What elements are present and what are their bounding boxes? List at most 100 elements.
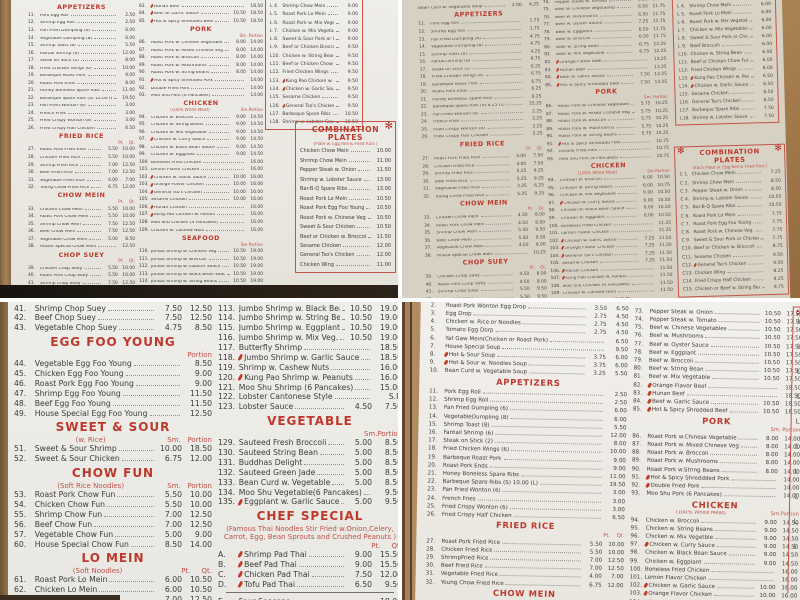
price-large: 9.50 (537, 286, 547, 292)
dotted-leader (211, 69, 229, 74)
item-name: Moo Shu Shrimp (6 Pancakes) (238, 382, 354, 392)
price-large: 9.25 (533, 168, 544, 174)
menu-item: 118. Jumbo Shrimp w. Garlic Sauce 18.50 (218, 352, 398, 362)
price-large: 10.25 (655, 131, 669, 137)
dotted-leader (733, 0, 752, 6)
price-large: 3.00 (125, 110, 135, 116)
dotted-leader (479, 226, 512, 233)
menu-item: L (792, 359, 800, 384)
dotted-leader (484, 562, 582, 570)
menu-item: L (791, 434, 800, 459)
item-name: Beef or Chicken Broccoli (282, 45, 335, 51)
item-number: 62. (14, 585, 27, 595)
item-name: General Tso's Chicken (300, 252, 355, 259)
section-note-row: Pt. Qt. (28, 199, 135, 205)
item-number: 31. (425, 570, 435, 577)
item-number: 36. (28, 229, 35, 235)
dotted-leader (104, 509, 154, 517)
item-name: Fried Chicken Wings (6) (443, 446, 510, 454)
item-number: 135. (218, 497, 236, 507)
menu-item: 113.Jumbo Shrimp w. Black Bean Sauce 10.5… (218, 303, 398, 313)
dotted-leader (749, 80, 754, 86)
price-small: 6.00 (643, 205, 654, 212)
price-large: 6.50 (762, 73, 774, 80)
price-large: 11.50 (660, 280, 673, 286)
item-name: Pork Egg Roll (430, 22, 460, 27)
price-large: 16.00 (250, 174, 263, 180)
price-small: 5.50 (589, 549, 603, 556)
menu-item: 86. Roast Pork w. Chinese Vegetable 8.00 14… (139, 39, 263, 47)
dotted-leader (594, 25, 632, 32)
item-name: Bean Curd w. Vegetable Soup (444, 368, 528, 376)
price-large: 6.75 (531, 79, 542, 85)
dotted-leader (714, 525, 756, 532)
dotted-leader (701, 481, 776, 490)
item-name: Vegetable Chow Fun (34, 529, 114, 539)
price-large: 6.50 (763, 97, 774, 104)
price-small: 9.00 (236, 122, 246, 128)
item-name: Shrimp Toast (8) (39, 44, 76, 49)
menu-item: 119.Shrimp w. Cashew Nuts 16.00 (218, 362, 398, 372)
menu-item: 114.Jumbo Shrimp w. String Beans 10.50 19.… (218, 313, 398, 323)
item-number: L 7. (677, 28, 687, 34)
price-large: 19.00 (250, 271, 263, 277)
dotted-leader (539, 479, 602, 487)
price-small: 8.00 (765, 435, 779, 442)
price-large: 13.25 (653, 56, 667, 63)
dotted-leader (335, 261, 370, 266)
price-large: 6.50 (615, 338, 629, 345)
item-number: 60. (14, 539, 27, 549)
item-name: Moo Shu Vegetable(6 Pancakes) (238, 487, 362, 497)
dotted-leader (87, 71, 116, 77)
item-number: C 2. (679, 180, 689, 187)
menu-item: 37. Vegetable Chow Mein 5.00 8.50 (28, 235, 135, 243)
price-small: 10.50 (764, 335, 781, 342)
item-number: 103. (549, 246, 560, 252)
price-small: 10.50 (762, 409, 780, 416)
price-large: 6.00 (760, 1, 772, 8)
price-large: 19.00 (250, 249, 263, 255)
price-large: 10.50 (376, 214, 391, 221)
dotted-leader (81, 49, 116, 54)
menu-item: Shrimp w. Lobster Sauce 13.00 (300, 176, 391, 185)
price-columns-label: Portion (187, 350, 212, 359)
price-small: 5.25 (516, 176, 527, 182)
dotted-leader (606, 212, 637, 218)
item-number: 44. (14, 359, 27, 369)
menu-column: 74.Pepper Steak w. Tomato6.5011.7575.Bee… (543, 0, 678, 298)
item-number: 78. (633, 349, 643, 356)
price-small: 5.50 (164, 500, 182, 510)
price-large: 6.00 (762, 49, 773, 56)
menu-item: 113.Jumbo Shrimp w. Black Bean Sauce 10.5… (139, 270, 263, 278)
menu-item: 85. Hot & Spicy Shredded Beef 10.50 18.50 (139, 17, 263, 25)
price-large: 11.50 (659, 273, 673, 279)
price-large: 9.50 (347, 53, 358, 59)
item-number: 81. (633, 373, 643, 380)
item-name: Sauteed Fresh Broccoli (238, 438, 327, 448)
price-large: 10.75 (656, 146, 670, 152)
item-name: Beef Chop Suey (438, 297, 473, 298)
item-name: Young Chow Fried Rice (39, 186, 90, 191)
section-note-row: Pt. Qt. (28, 258, 135, 264)
dotted-leader (486, 190, 511, 196)
dotted-leader (606, 48, 633, 54)
menu-item: 15. Shrimp Toast (8) 5.50 (28, 41, 135, 49)
price-small: 10.00 (233, 182, 246, 188)
menu-item: 96. Chicken w. Mix Vegetable 9.00 14.50 (139, 128, 263, 136)
item-name: Vegetable Egg Foo Young (34, 359, 132, 369)
dotted-leader (710, 449, 758, 456)
item-number: 99. (548, 216, 556, 222)
price-large: 8.50 (384, 448, 398, 458)
item-name: Chicken w. Garlic Sauce (648, 583, 716, 591)
dotted-leader (750, 56, 754, 62)
item-number: 32. (425, 579, 435, 586)
price-large: 15.25 (529, 101, 542, 108)
item-name: Roast Pork Ends (39, 81, 76, 86)
dotted-leader (733, 251, 764, 257)
menu-item: 117.Butterfly Shrimp 18.50 (218, 343, 398, 353)
item-number: 12. (418, 29, 426, 35)
dotted-leader (350, 147, 370, 153)
price-large: 7.75 (771, 219, 783, 225)
item-number: 52. (14, 454, 27, 464)
price-large: 6.75 (531, 71, 541, 77)
